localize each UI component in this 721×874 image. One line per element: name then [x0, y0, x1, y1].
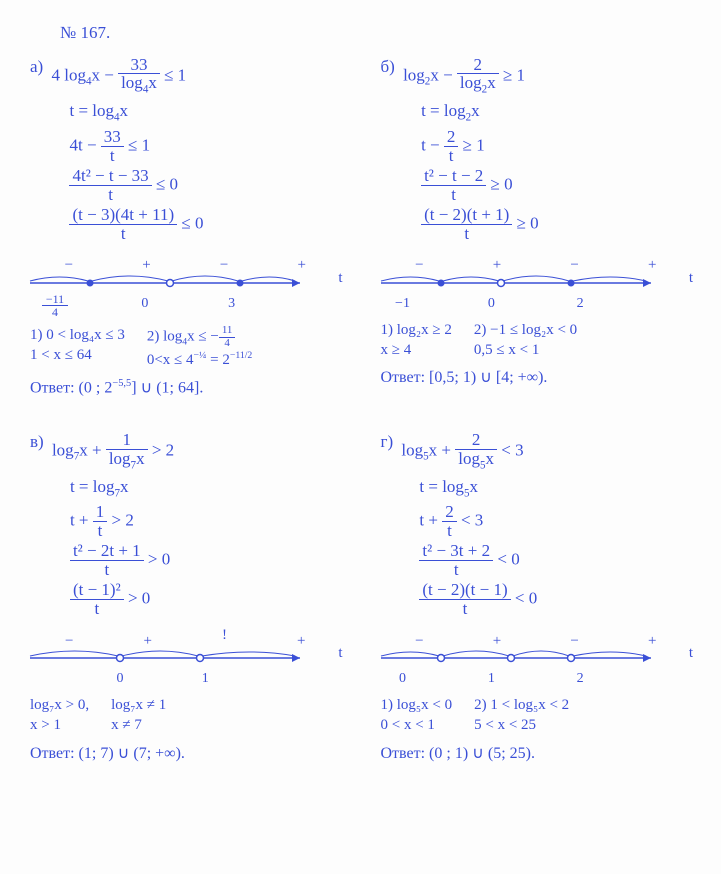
math-line: log5x + 2log5x < 3: [401, 431, 537, 472]
cases-v: log₇x > 0, x > 1 log₇x ≠ 1 x ≠ 7: [30, 695, 341, 736]
math-line: (t − 2)(t + 1)t ≥ 0: [421, 206, 539, 243]
case-line: 0<x ≤ 4−¼ = 2−11/2: [147, 349, 252, 370]
tick-label: 0: [135, 293, 155, 319]
math-line: t = log5x: [419, 474, 537, 502]
answer-g: Ответ: (0 ; 1) ∪ (5; 25).: [381, 742, 692, 766]
case-line: 1) log₂x ≥ 2: [381, 320, 452, 340]
math-line: (t − 2)(t − 1)t < 0: [419, 581, 537, 618]
case-line: log₇x > 0,: [30, 695, 89, 715]
tick-label: −1: [393, 293, 413, 314]
exercise-number: № 167.: [60, 20, 691, 46]
case-line: x ≠ 7: [111, 715, 166, 735]
number-line-b: − + − + t −1: [381, 254, 692, 314]
case-line: 0,5 ≤ x < 1: [474, 340, 577, 360]
problem-b: б) log2x − 2log2x ≥ 1 t = log2x t − 2t ≥…: [381, 54, 692, 401]
case-line: 5 < x < 25: [474, 715, 569, 735]
math-line: t² − t − 2t ≥ 0: [421, 167, 539, 204]
problem-g: г) log5x + 2log5x < 3 t = log5x t + 2t <…: [381, 429, 692, 766]
tick-label: 1: [481, 668, 501, 689]
axis-variable: t: [689, 267, 693, 290]
problem-v: в) log7x + 1log7x > 2 t = log7x t + 1t >…: [30, 429, 341, 766]
axis-svg: [30, 273, 310, 293]
tick-label: 2: [570, 293, 590, 314]
problem-a-label: а): [30, 54, 43, 80]
answer-a: Ответ: (0 ; 2−5,5] ∪ (1; 64].: [30, 376, 341, 400]
math-line: log2x − 2log2x ≥ 1: [403, 56, 539, 97]
cases-g: 1) log₅x < 0 0 < x < 1 2) 1 < log₅x < 2 …: [381, 695, 692, 736]
math-line: (t − 1)²t > 0: [70, 581, 174, 618]
math-line: t + 2t < 3: [419, 503, 537, 540]
tick-label: 1: [195, 668, 215, 689]
axis-variable: t: [338, 642, 342, 665]
tick-label: 0: [393, 668, 413, 689]
answer-b: Ответ: [0,5; 1) ∪ [4; +∞).: [381, 366, 692, 390]
tick-label: 3: [222, 293, 242, 319]
case-line: 0 < x < 1: [381, 715, 453, 735]
sign: !: [222, 624, 227, 647]
problem-a: а) 4 log4x − 33log4x ≤ 1 t = log4x 4t − …: [30, 54, 341, 401]
math-line: 4 log4x − 33log4x ≤ 1: [51, 56, 203, 97]
axis-svg: [381, 648, 661, 668]
number-line-v: − + ! + t 0 1: [30, 630, 341, 690]
problem-v-label: в): [30, 429, 44, 455]
answer-v: Ответ: (1; 7) ∪ (7; +∞).: [30, 742, 341, 766]
case-line: 2) 1 < log₅x < 2: [474, 695, 569, 715]
math-line: t + 1t > 2: [70, 503, 174, 540]
math-line: t = log2x: [421, 98, 539, 126]
case-line: 1) log₅x < 0: [381, 695, 453, 715]
case-line: x > 1: [30, 715, 89, 735]
case-line: 1) 0 < log₄x ≤ 3: [30, 325, 125, 345]
math-line: (t − 3)(4t + 11)t ≤ 0: [69, 206, 203, 243]
tick-label: 0: [110, 668, 130, 689]
math-line: t² − 2t + 1t > 0: [70, 542, 174, 579]
tick-label: 0: [481, 293, 501, 314]
cases-a: 1) 0 < log₄x ≤ 3 1 < x ≤ 64 2) log4x ≤ −…: [30, 325, 341, 370]
row-2: в) log7x + 1log7x > 2 t = log7x t + 1t >…: [30, 429, 691, 784]
math-line: 4t² − t − 33t ≤ 0: [69, 167, 203, 204]
number-line-a: − + − + t −114: [30, 254, 341, 319]
tick-label: 2: [570, 668, 590, 689]
math-line: log7x + 1log7x > 2: [52, 431, 174, 472]
case-line: x ≥ 4: [381, 340, 452, 360]
problem-g-label: г): [381, 429, 394, 455]
axis-variable: t: [338, 267, 342, 290]
row-1: а) 4 log4x − 33log4x ≤ 1 t = log4x 4t − …: [30, 54, 691, 419]
case-line: 2) −1 ≤ log₂x < 0: [474, 320, 577, 340]
math-line: t = log7x: [70, 474, 174, 502]
axis-svg: [381, 273, 661, 293]
math-line: t = log4x: [69, 98, 203, 126]
axis-svg: [30, 648, 310, 668]
cases-b: 1) log₂x ≥ 2 x ≥ 4 2) −1 ≤ log₂x < 0 0,5…: [381, 320, 692, 361]
case-line: 1 < x ≤ 64: [30, 345, 125, 365]
tick-label: −114: [42, 293, 68, 319]
case-line: log₇x ≠ 1: [111, 695, 166, 715]
case-line: 2) log4x ≤ −114: [147, 325, 252, 349]
number-line-g: − + − + t 0: [381, 630, 692, 690]
problem-b-label: б): [381, 54, 395, 80]
math-line: t − 2t ≥ 1: [421, 128, 539, 165]
math-line: 4t − 33t ≤ 1: [69, 128, 203, 165]
axis-variable: t: [689, 642, 693, 665]
math-line: t² − 3t + 2t < 0: [419, 542, 537, 579]
